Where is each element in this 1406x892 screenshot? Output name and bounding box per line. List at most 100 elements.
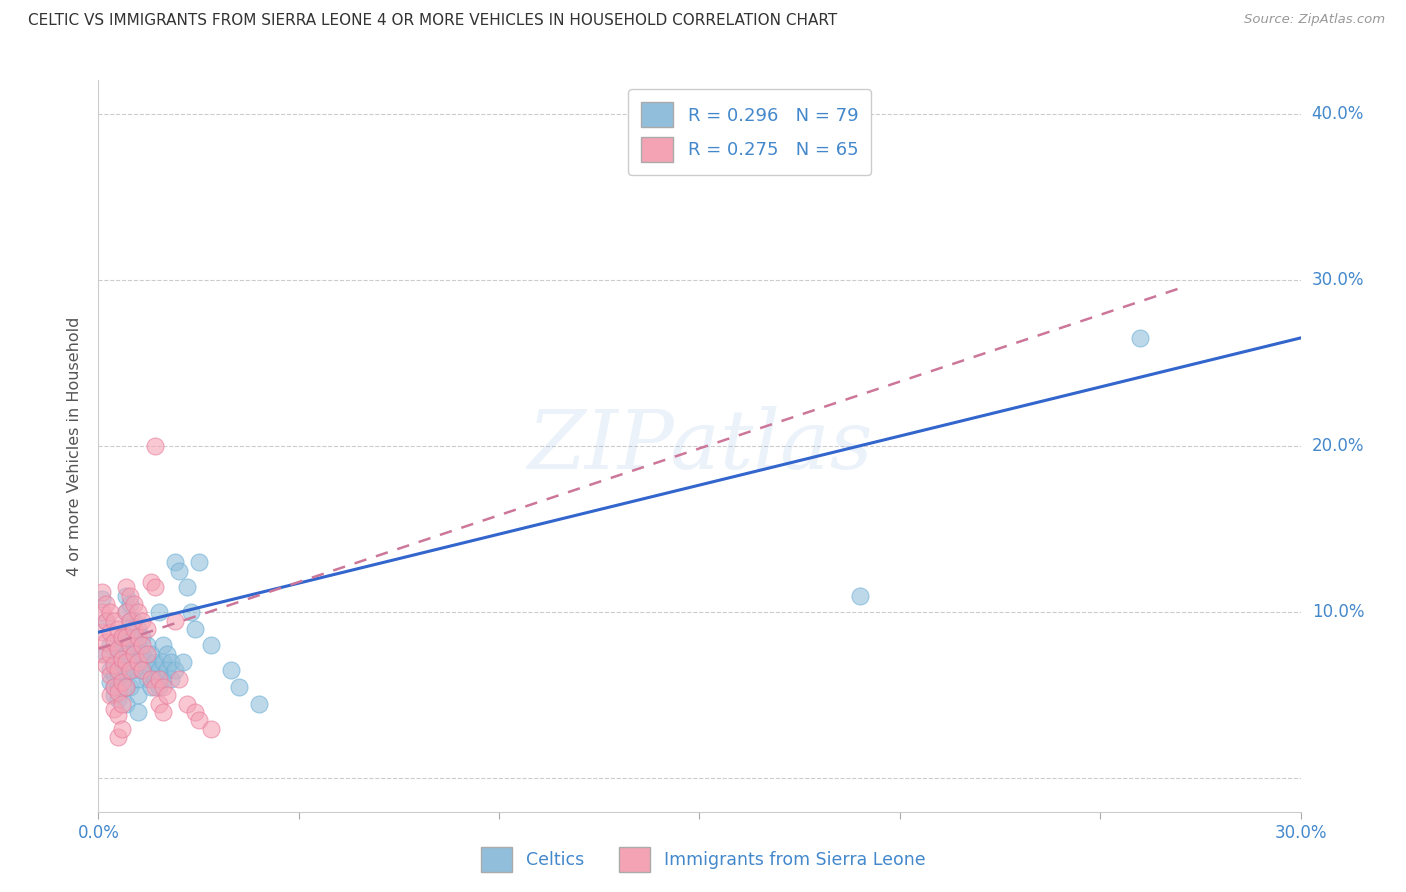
Point [107,730,129,744]
Point [91,591,114,606]
Point [100,668,122,682]
Point [115,680,138,694]
Point [135,655,157,669]
Point [107,685,129,699]
Point [176,580,198,594]
Point [120,647,142,661]
Point [187,714,209,728]
Point [152,672,174,686]
Point [128,639,150,653]
Point [131,639,153,653]
Point [155,647,177,661]
Point [135,647,157,661]
Point [91,625,114,640]
Point [219,664,242,678]
Point [167,564,190,578]
Point [96,614,118,628]
Point [135,622,157,636]
Point [143,680,166,694]
Point [148,664,170,678]
Point [120,614,142,628]
Point [139,672,162,686]
Point [163,614,186,628]
Point [115,647,138,661]
Point [115,664,138,678]
Point [143,655,166,669]
Point [159,672,181,686]
Point [172,655,194,669]
Point [139,680,162,694]
Point [228,680,250,694]
Point [111,641,134,656]
Point [115,630,138,644]
Point [100,639,122,653]
Point [120,614,142,628]
Text: 30.0%: 30.0% [1312,271,1364,289]
Point [187,555,209,569]
Point [107,658,129,673]
Point [128,605,150,619]
Point [115,580,138,594]
Point [100,664,122,678]
Point [120,664,142,678]
Point [107,668,129,682]
Point [124,614,146,628]
Point [111,652,134,666]
Point [247,697,270,711]
Point [128,689,150,703]
Point [148,680,170,694]
Point [155,689,177,703]
Point [200,722,222,736]
Point [115,605,138,619]
Point [128,622,150,636]
Point [1129,331,1152,345]
Point [100,647,122,661]
Point [128,655,150,669]
Point [124,647,146,661]
Y-axis label: 4 or more Vehicles in Household: 4 or more Vehicles in Household [67,317,83,575]
Point [96,647,118,661]
Point [163,555,186,569]
Point [849,589,872,603]
Point [131,630,153,644]
Point [124,664,146,678]
Point [107,708,129,723]
Point [96,614,118,628]
Point [128,655,150,669]
Point [180,605,202,619]
Point [131,664,153,678]
Point [148,605,170,619]
Point [124,597,146,611]
Point [152,705,174,719]
Point [107,622,129,636]
Point [120,630,142,644]
Legend: Celtics, Immigrants from Sierra Leone: Celtics, Immigrants from Sierra Leone [474,840,932,879]
Point [115,655,138,669]
Point [111,630,134,644]
Point [115,605,138,619]
Point [107,691,129,706]
Point [152,639,174,653]
Point [115,680,138,694]
Point [111,697,134,711]
Point [100,625,122,640]
Point [200,639,222,653]
Point [183,622,205,636]
Point [115,625,138,640]
Point [103,668,125,682]
Point [115,589,138,603]
Point [124,622,146,636]
Point [111,664,134,678]
Point [103,689,125,703]
Point [176,697,198,711]
Point [167,672,190,686]
Point [107,680,129,694]
Point [103,658,125,673]
Point [152,680,174,694]
Point [107,641,129,656]
Point [111,722,134,736]
Point [107,641,129,656]
Point [96,597,118,611]
Point [120,597,142,611]
Point [96,635,118,649]
